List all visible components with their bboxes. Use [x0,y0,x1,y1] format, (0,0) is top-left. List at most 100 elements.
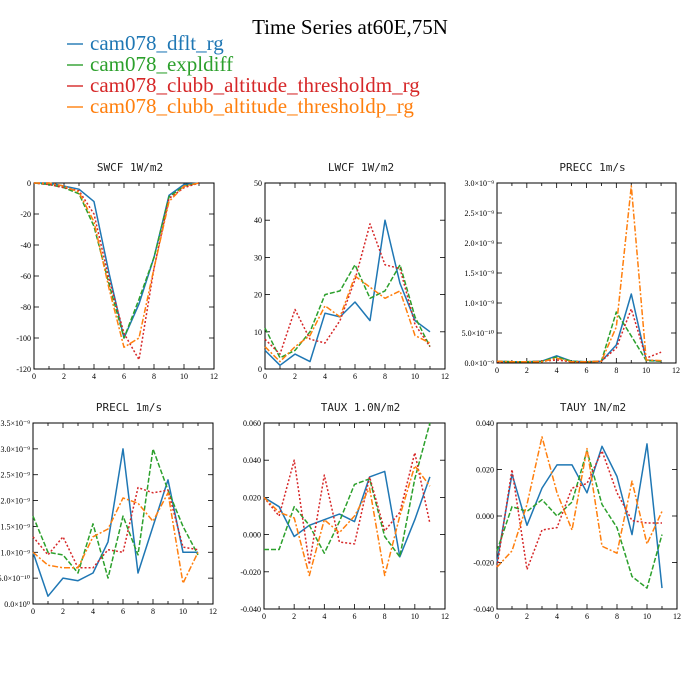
figure-title: Time Series at60E,75N [252,15,448,39]
y-tick-label: 0.020 [476,466,494,475]
x-tick-label: 0 [495,366,499,375]
series-line-cam078-clubb-altitude-thresholdp-rg [34,182,200,349]
series-line-cam078-dflt-rg [32,448,198,597]
y-tick-label: -120 [16,365,31,374]
legend: cam078_dflt_rgcam078_expldiffcam078_club… [67,31,420,118]
plot-frame [496,182,677,364]
plot-frame [33,182,215,370]
y-tick-label: 3.0×10⁻⁹ [0,445,30,454]
x-tick-label: 8 [383,372,387,381]
x-tick-label: 12 [672,366,680,375]
y-tick-label: 0.060 [243,419,261,428]
x-tick-label: 4 [92,372,96,381]
legend-item-2: cam078_clubb_altitude_thresholdm_rg [67,73,420,97]
y-tick-label: 50 [254,179,262,188]
x-tick-label: 4 [555,612,559,621]
y-tick-label: 0.0×10⁻⁹ [464,359,494,368]
x-tick-label: 12 [209,607,217,616]
x-tick-label: 10 [180,372,188,381]
x-tick-label: 0 [31,607,35,616]
panel-tauy: TAUY 1N/m2 0 2 4 6 8 10 12 -0.040 -0.020 0.000 0.02… [473,401,681,621]
series-line-cam078-clubb-altitude-thresholdm-rg [33,182,200,361]
y-tick-label: -0.020 [473,559,494,568]
series-line-cam078-clubb-altitude-thresholdp-rg [263,465,431,577]
x-tick-label: 4 [323,372,327,381]
x-tick-label: 8 [383,612,387,621]
legend-item-1: cam078_expldiff [67,52,233,76]
x-tick-label: 6 [585,612,589,621]
y-tick-label: 2.5×10⁻⁹ [0,471,30,480]
y-tick-label: -0.040 [473,605,494,614]
x-tick-label: 6 [353,372,357,381]
series-line-cam078-expldiff [32,448,199,579]
panel-swcf: SWCF 1W/m2 0 2 4 6 8 10 12 -120 -100 -80 -60 -40 -20 0 [16,161,218,381]
x-tick-label: 4 [91,607,95,616]
x-tick-label: 2 [525,612,529,621]
series-line-cam078-expldiff [496,311,662,363]
y-tick-label: -20 [20,210,31,219]
y-tick-label: 2.0×10⁻⁹ [0,497,30,506]
panel-title: TAUX 1.0N/m2 [321,401,400,414]
y-tick-label: 3.0×10⁻⁹ [464,179,494,188]
x-tick-label: 0 [495,612,499,621]
series-line-cam078-dflt-rg [496,443,663,589]
series-line-cam078-dflt-rg [263,470,431,558]
y-tick-label: 40 [254,216,262,225]
y-tick-label: 0.040 [243,456,261,465]
series-line-cam078-expldiff [264,422,431,558]
x-tick-label: 0 [32,372,36,381]
series-line-cam078-clubb-altitude-thresholdm-rg [264,223,431,355]
series-line-cam078-expldiff [264,264,431,359]
panel-lwcf: LWCF 1W/m2 0 2 4 6 8 10 12 0 10 20 30 40 50 [254,161,449,381]
y-tick-label: 20 [254,291,262,300]
x-tick-label: 2 [525,366,529,375]
panel-title: PRECL 1m/s [96,401,162,414]
series-line-cam078-clubb-altitude-thresholdp-rg [32,492,199,585]
y-tick-label: 0.0×10⁰ [4,600,30,609]
y-tick-label: 2.5×10⁻⁹ [464,209,494,218]
legend-label: cam078_clubb_altitude_thresholdp_rg [90,94,414,118]
series-line-cam078-clubb-altitude-thresholdp-rg [264,275,431,363]
y-tick-label: -0.040 [240,605,261,614]
y-tick-label: 0 [258,365,262,374]
panel-precc: PRECC 1m/s 0 2 4 6 8 10 12 0.0×10⁻⁹ 5.0×10⁻¹⁰ 1.0×… [462,161,680,375]
series-line-cam078-clubb-altitude-thresholdm-rg [496,450,662,571]
y-tick-label: 1.5×10⁻⁹ [464,269,494,278]
x-tick-label: 10 [643,612,651,621]
x-tick-label: 8 [615,612,619,621]
panel-grid: SWCF 1W/m2 0 2 4 6 8 10 12 -120 -100 -80 -60 -40 -20 0… [0,161,681,621]
y-tick-label: -0.020 [240,568,261,577]
panel-title: SWCF 1W/m2 [97,161,163,174]
x-tick-label: 0 [262,612,266,621]
series-line-cam078-expldiff [496,450,663,589]
y-tick-label: 0 [27,179,31,188]
series-line-cam078-clubb-altitude-thresholdm-rg [263,452,431,566]
y-tick-label: 5.0×10⁻¹⁰ [0,574,30,583]
y-tick-label: -100 [16,334,31,343]
x-tick-label: 12 [441,612,449,621]
x-tick-label: 12 [673,612,681,621]
series-line-cam078-dflt-rg [264,219,431,367]
x-tick-label: 8 [152,372,156,381]
x-tick-label: 6 [353,612,357,621]
x-tick-label: 0 [263,372,267,381]
panel-title: TAUY 1N/m2 [560,401,626,414]
panel-precl: PRECL 1m/s 0 2 4 6 8 10 12 0.0×10⁰ 5.0×10⁻¹⁰ 1.0×1… [0,401,217,616]
y-tick-label: 3.5×10⁻⁹ [0,419,30,428]
x-tick-label: 10 [411,612,419,621]
y-tick-label: -80 [20,303,31,312]
legend-label: cam078_dflt_rg [90,31,224,55]
x-tick-label: 12 [210,372,218,381]
x-tick-label: 2 [293,372,297,381]
y-tick-label: -40 [20,241,31,250]
x-tick-label: 10 [642,366,650,375]
legend-label: cam078_clubb_altitude_thresholdm_rg [90,73,420,97]
x-tick-label: 6 [122,372,126,381]
y-tick-label: 5.0×10⁻¹⁰ [462,329,494,338]
x-tick-label: 6 [585,366,589,375]
legend-item-0: cam078_dflt_rg [67,31,224,55]
x-tick-label: 10 [411,372,419,381]
x-tick-label: 2 [292,612,296,621]
y-tick-label: 0.000 [476,512,494,521]
